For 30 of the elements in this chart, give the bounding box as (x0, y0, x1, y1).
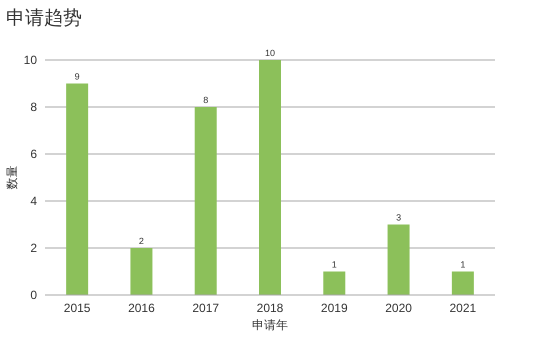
x-tick-label: 2020 (385, 301, 412, 315)
x-tick-label: 2018 (256, 301, 284, 315)
x-tick-label: 2015 (64, 301, 91, 315)
bar (259, 60, 281, 295)
x-tick-label: 2021 (450, 301, 477, 315)
bar (66, 84, 88, 295)
data-label: 3 (396, 212, 402, 222)
y-tick-label: 10 (24, 53, 38, 67)
bar (323, 272, 346, 295)
x-tick-label: 2016 (128, 301, 156, 315)
x-axis-title: 申请年 (252, 318, 288, 332)
bar (388, 224, 410, 295)
bar (452, 272, 474, 295)
bar (130, 248, 152, 295)
y-tick-label: 2 (30, 241, 38, 255)
data-label: 1 (460, 260, 466, 270)
bar (194, 107, 217, 295)
chart-title: 申请趋势 (6, 8, 82, 29)
data-label: 10 (264, 48, 276, 58)
data-label: 2 (138, 236, 144, 246)
data-label: 9 (74, 72, 80, 82)
x-tick-label: 2017 (192, 301, 220, 315)
data-label: 8 (203, 95, 208, 105)
x-tick-label: 2019 (320, 301, 348, 315)
y-tick-label: 8 (30, 100, 38, 114)
data-label: 1 (332, 260, 337, 270)
y-tick-label: 0 (30, 288, 38, 302)
y-tick-label: 4 (30, 194, 38, 208)
y-axis-title: 数量 (5, 166, 19, 190)
y-tick-label: 6 (30, 147, 38, 161)
